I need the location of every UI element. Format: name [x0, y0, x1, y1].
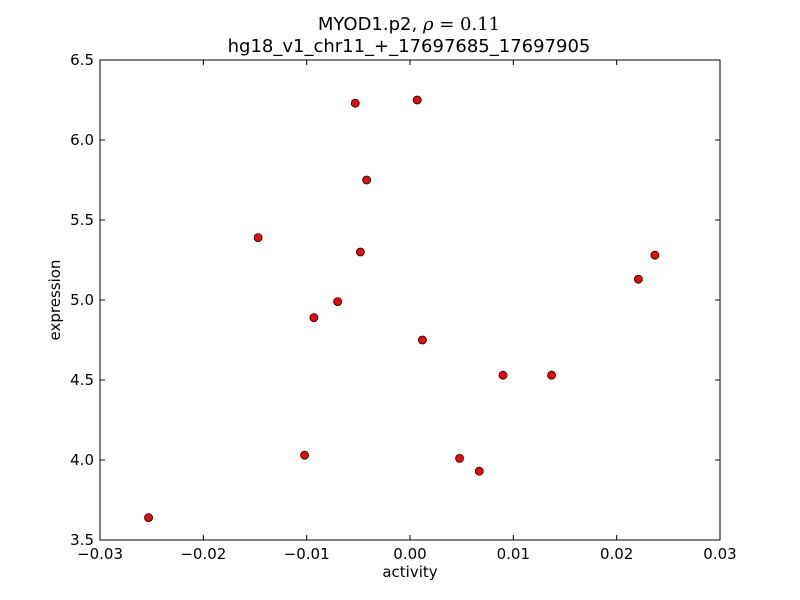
x-tick-label: 0.01 [497, 545, 530, 563]
x-axis-label: activity [382, 563, 437, 581]
x-tick-label: −0.03 [77, 545, 123, 563]
y-tick-label: 4.5 [70, 371, 94, 389]
chart-title-line1: MYOD1.p2, ρ = 0.11 [318, 14, 500, 35]
y-tick-label: 4.0 [70, 451, 94, 469]
y-axis-label: expression [46, 260, 64, 341]
data-point-7 [355, 247, 365, 257]
plot-area-frame [99, 59, 721, 541]
y-tick-label: 3.5 [70, 531, 94, 549]
data-point-2 [253, 233, 263, 243]
x-tick-label: 0.02 [600, 545, 633, 563]
data-point-8 [362, 175, 372, 185]
x-tick-label: −0.02 [180, 545, 226, 563]
data-point-4 [309, 313, 319, 323]
data-point-1 [144, 513, 153, 522]
x-tick-label: −0.01 [284, 545, 330, 563]
y-tick-label: 5.0 [70, 291, 94, 309]
data-point-9 [412, 95, 422, 105]
data-point-16 [650, 250, 660, 260]
y-tick-label: 6.5 [70, 51, 94, 69]
data-point-5 [333, 297, 343, 307]
data-points [144, 95, 660, 522]
data-point-14 [547, 370, 556, 380]
y-axis-ticks: 3.5 4.0 4.5 5.0 5.5 6.0 6.5 [70, 51, 720, 549]
data-point-10 [417, 335, 427, 345]
x-axis-ticks: −0.03 −0.02 −0.01 0.00 0.01 0.02 0.03 [77, 60, 737, 563]
chart-title-line2: hg18_v1_chr11_+_17697685_17697905 [228, 36, 591, 57]
data-point-6 [350, 98, 360, 108]
x-tick-label: 0.00 [393, 545, 426, 563]
data-point-15 [633, 274, 643, 284]
x-tick-label: 0.03 [703, 545, 736, 563]
data-point-12 [474, 466, 484, 476]
data-point-3 [300, 450, 310, 460]
y-tick-label: 6.0 [70, 131, 94, 149]
y-tick-label: 5.5 [70, 211, 94, 229]
data-point-11 [455, 453, 465, 463]
data-point-13 [498, 370, 508, 380]
